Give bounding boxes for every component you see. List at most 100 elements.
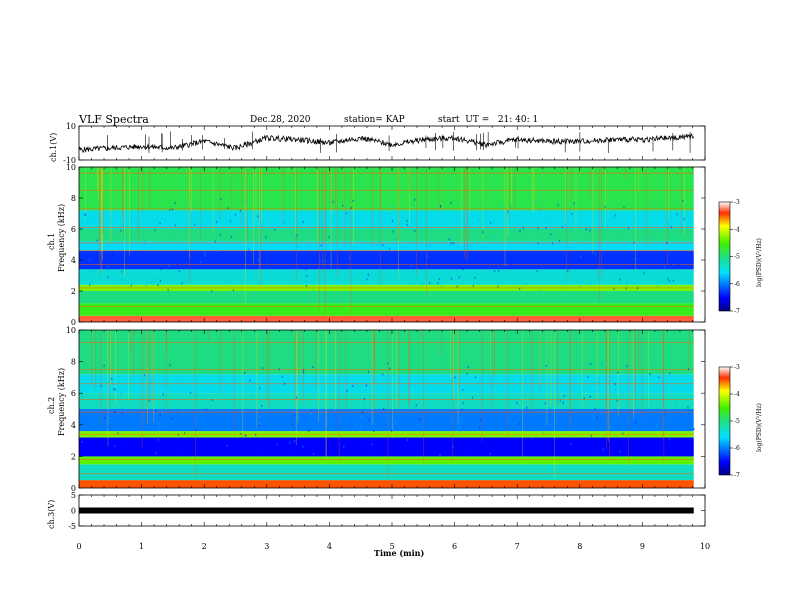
y-tick-label: 10	[66, 163, 76, 172]
noise-speckle	[614, 214, 616, 217]
noise-speckle	[460, 430, 462, 433]
noise-speckle	[452, 242, 455, 245]
noise-speckle	[622, 393, 624, 396]
noise-speckle	[96, 239, 98, 242]
noise-speckle	[219, 233, 222, 236]
noise-speckle	[312, 365, 314, 368]
noise-speckle	[332, 200, 334, 203]
noise-speckle	[367, 371, 370, 374]
noise-speckle	[537, 227, 539, 230]
noise-speckle	[151, 278, 153, 281]
colorbar-tick-label: -6	[734, 445, 740, 452]
noise-speckle	[492, 236, 494, 239]
noise-speckle	[479, 426, 481, 429]
noise-speckle	[439, 205, 442, 208]
noise-speckle	[251, 381, 253, 384]
noise-speckle	[288, 450, 290, 453]
noise-speckle	[144, 242, 146, 245]
noise-speckle	[99, 218, 101, 221]
noise-speckle	[669, 372, 671, 375]
noise-speckle	[329, 422, 332, 425]
y-tick-label: 0	[71, 318, 76, 327]
noise-speckle	[554, 256, 556, 259]
noise-speckle	[320, 244, 322, 247]
noise-speckle	[282, 404, 284, 407]
noise-speckle	[155, 409, 157, 412]
noise-speckle	[245, 435, 247, 438]
noise-speckle	[302, 445, 304, 448]
noise-speckle	[439, 453, 441, 456]
noise-speckle	[442, 255, 444, 258]
noise-speckle	[120, 442, 122, 445]
noise-speckle	[459, 419, 461, 422]
noise-speckle	[597, 384, 600, 387]
chart-title: VLF Spectra	[79, 113, 149, 126]
noise-speckle	[426, 255, 428, 258]
noise-speckle	[438, 398, 440, 401]
noise-speckle	[171, 417, 173, 420]
noise-speckle	[202, 394, 205, 397]
noise-speckle	[489, 221, 492, 224]
noise-speckle	[643, 272, 645, 275]
noise-speckle	[257, 215, 259, 218]
noise-speckle	[452, 445, 454, 448]
noise-speckle	[410, 265, 412, 268]
y-tick-label: 6	[71, 225, 76, 234]
noise-speckle	[257, 448, 259, 451]
noise-speckle	[87, 219, 89, 222]
noise-speckle	[302, 221, 304, 224]
noise-speckle	[504, 275, 507, 278]
noise-speckle	[258, 424, 260, 427]
noise-speckle	[227, 281, 229, 284]
noise-speckle	[469, 449, 471, 452]
noise-speckle	[284, 382, 286, 385]
noise-speckle	[571, 436, 573, 439]
noise-speckle	[545, 364, 547, 367]
noise-speckle	[663, 253, 665, 256]
noise-speckle	[207, 215, 209, 218]
noise-speckle	[590, 434, 592, 437]
noise-speckle	[417, 455, 419, 458]
noise-speckle	[655, 201, 657, 204]
noise-speckle	[323, 424, 325, 427]
colorbar-tick-label: -5	[734, 254, 740, 261]
noise-speckle	[481, 201, 483, 204]
noise-speckle	[550, 233, 552, 236]
y-tick-label: 10	[66, 122, 76, 131]
noise-speckle	[232, 289, 234, 292]
noise-speckle	[406, 439, 409, 442]
noise-speckle	[180, 451, 182, 454]
noise-speckle	[89, 284, 91, 287]
x-tick-label: 1	[139, 542, 144, 551]
noise-speckle	[229, 220, 232, 223]
noise-speckle	[382, 244, 384, 247]
noise-speckle	[111, 377, 113, 380]
x-tick-label: 5	[389, 542, 394, 551]
noise-speckle	[154, 229, 156, 232]
noise-speckle	[577, 391, 579, 394]
noise-speckle	[456, 285, 458, 288]
noise-speckle	[601, 362, 603, 365]
noise-speckle	[670, 264, 672, 267]
noise-speckle	[319, 444, 321, 447]
noise-speckle	[526, 282, 528, 285]
noise-speckle	[391, 219, 393, 222]
noise-speckle	[150, 281, 152, 284]
noise-speckle	[377, 232, 379, 235]
noise-speckle	[537, 231, 539, 234]
noise-speckle	[244, 434, 246, 437]
noise-speckle	[157, 438, 159, 441]
y-tick-label: 8	[71, 194, 76, 203]
noise-speckle	[462, 388, 464, 391]
noise-speckle	[84, 213, 86, 216]
start-time-label: start UT = 21: 40: 1	[438, 115, 539, 125]
noise-speckle	[243, 409, 245, 412]
noise-speckle	[159, 279, 162, 282]
noise-speckle	[348, 257, 350, 260]
noise-speckle	[482, 231, 484, 234]
noise-speckle	[414, 198, 416, 201]
noise-speckle	[684, 204, 686, 207]
noise-speckle	[176, 263, 178, 266]
noise-speckle	[363, 398, 366, 401]
noise-speckle	[361, 411, 364, 414]
